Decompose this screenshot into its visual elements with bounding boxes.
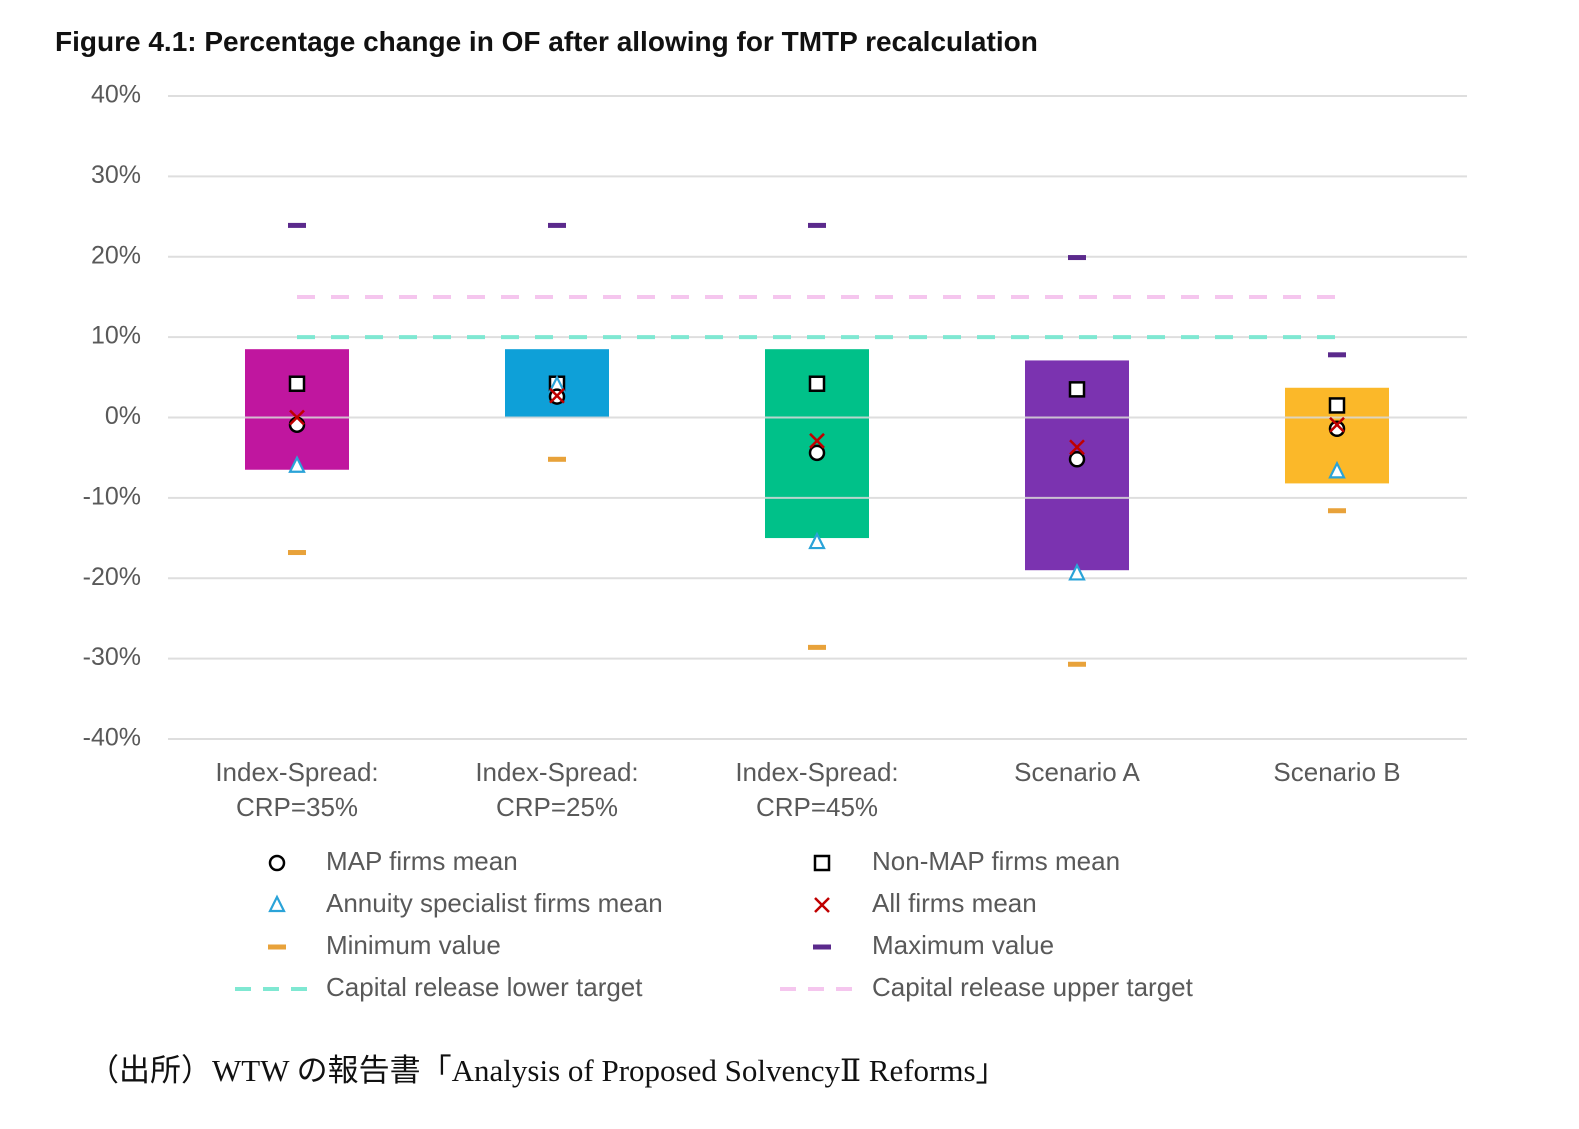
legend-label: Minimum value [326, 930, 501, 960]
y-tick-label: 10% [91, 322, 141, 350]
marker-dash [548, 456, 566, 462]
marker-dash [1328, 508, 1346, 514]
y-tick-label: 20% [91, 241, 141, 269]
y-tick-label: -30% [83, 643, 141, 671]
marker-square [813, 854, 831, 872]
y-tick-label: -40% [83, 724, 141, 752]
range-bar [245, 349, 349, 470]
marker-dash [1068, 661, 1086, 667]
x-tick-label: Index-Spread: CRP=45% [735, 757, 899, 822]
marker-square [1328, 397, 1346, 414]
marker-dash [288, 550, 306, 556]
marker-dash [548, 222, 566, 228]
y-tick-label: -10% [83, 482, 141, 510]
marker-triangle [1068, 562, 1086, 581]
marker-circle [268, 854, 286, 872]
marker-triangle [808, 531, 826, 550]
legend-label: Non-MAP firms mean [872, 846, 1120, 876]
y-tick-label: 30% [91, 161, 141, 189]
marker-circle [1328, 420, 1346, 438]
marker-cross [289, 409, 305, 426]
x-tick-label: Scenario B [1273, 757, 1401, 787]
y-tick-label: 0% [105, 402, 141, 430]
legend-label: MAP firms mean [326, 846, 518, 876]
legend-label: Capital release upper target [872, 972, 1194, 1002]
x-tick-label: Index-Spread: CRP=35% [215, 757, 379, 822]
source-note: （出所）WTW の報告書「Analysis of Proposed Solven… [88, 1053, 1007, 1088]
legend-label: Annuity specialist firms mean [326, 888, 663, 918]
marker-square [808, 375, 826, 392]
marker-cross [549, 387, 565, 404]
marker-circle [808, 444, 826, 462]
legend-label: All firms mean [872, 888, 1037, 918]
legend-label: Capital release lower target [326, 972, 643, 1002]
marker-triangle [288, 455, 306, 473]
legend-label: Maximum value [872, 930, 1054, 960]
chart-title: Figure 4.1: Percentage change in OF afte… [55, 26, 1038, 57]
marker-cross [814, 897, 830, 913]
marker-dash [1328, 352, 1346, 358]
marker-dash [1068, 255, 1086, 261]
y-tick-label: 40% [91, 81, 141, 109]
marker-dash [813, 944, 831, 950]
marker-circle [1068, 451, 1086, 468]
y-tick-label: -20% [83, 563, 141, 591]
marker-triangle [1328, 460, 1346, 479]
marker-cross [809, 432, 825, 449]
marker-circle [288, 416, 306, 433]
marker-triangle [268, 894, 286, 913]
x-tick-label: Scenario A [1014, 757, 1140, 787]
marker-dash [808, 644, 826, 650]
marker-dash [288, 222, 306, 228]
marker-dash [808, 222, 826, 228]
marker-dash [268, 944, 286, 950]
x-tick-label: Index-Spread: CRP=25% [475, 757, 639, 822]
marker-square [1068, 381, 1086, 398]
marker-square [288, 375, 306, 392]
marker-cross [1329, 416, 1345, 433]
marker-cross [1069, 439, 1085, 456]
